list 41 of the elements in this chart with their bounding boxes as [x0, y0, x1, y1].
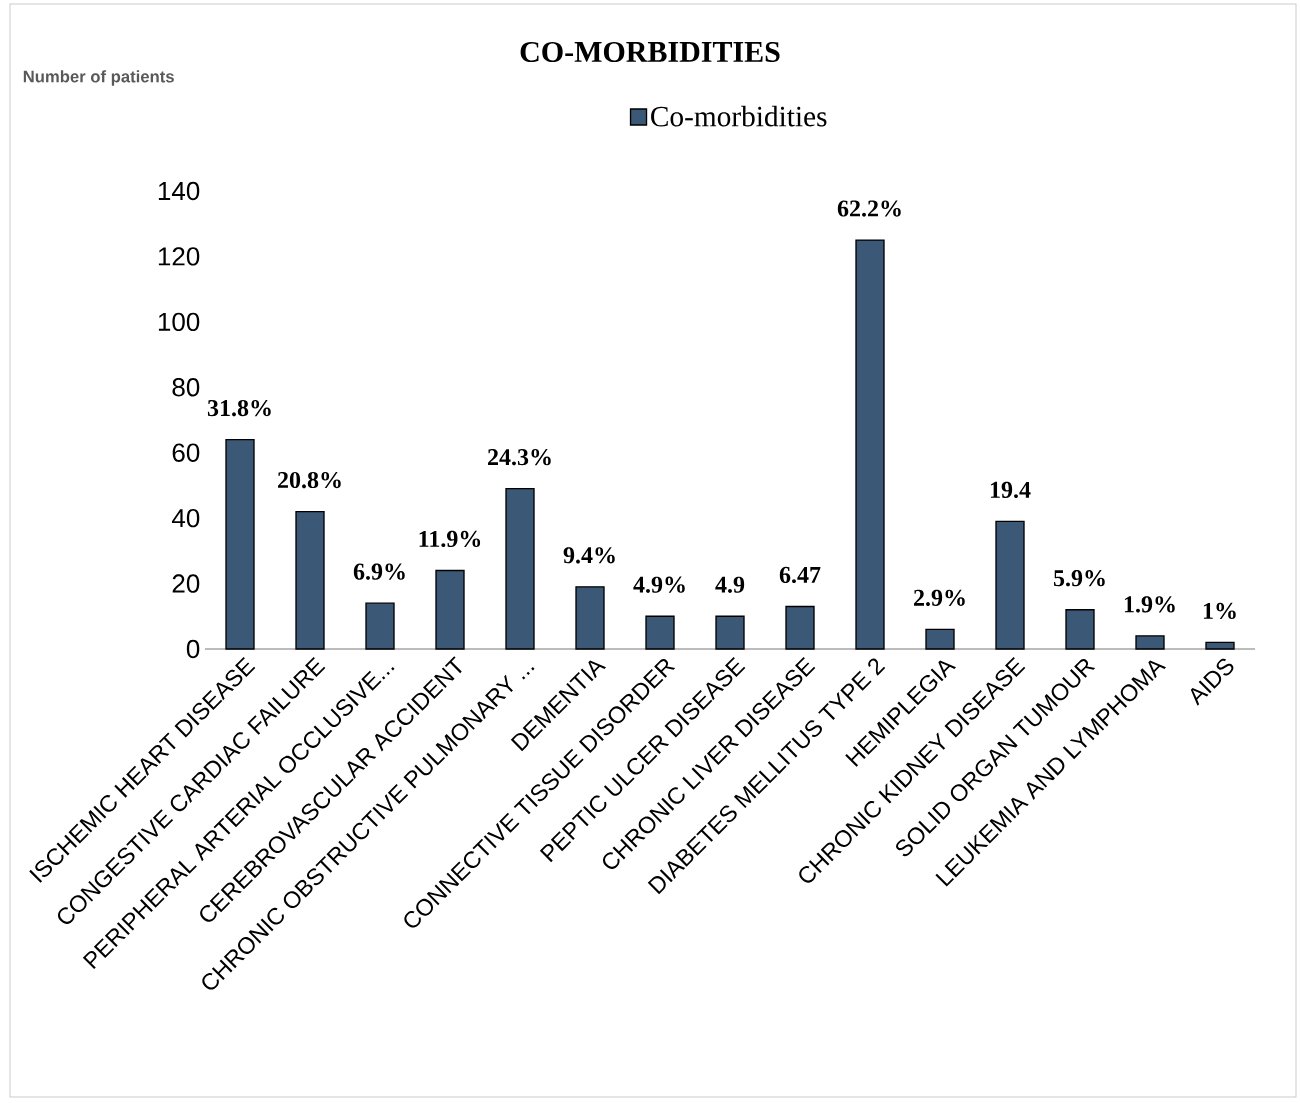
bar [645, 615, 675, 650]
bar [575, 586, 605, 650]
bar [785, 605, 815, 650]
annotation: 19.4 [990, 481, 1031, 499]
bar [225, 438, 255, 650]
y-tick-label: 40 [171, 508, 200, 528]
annotation: 5.9% [1053, 570, 1105, 587]
text: Number of patients [23, 70, 174, 86]
y-tick-label: 80 [172, 378, 200, 397]
annotation: 4.9 [715, 576, 745, 593]
annotation: 4.9% [633, 576, 685, 593]
bar [1205, 641, 1235, 650]
y-tick-label: 0 [186, 639, 200, 659]
y-tick-label: 100 [158, 312, 200, 332]
annotation: 1.9% [1124, 596, 1175, 613]
bar [855, 239, 885, 650]
annotation: 9.4% [563, 547, 615, 564]
annotation: 6.9% [353, 563, 405, 580]
annotation: 62.2% [837, 200, 901, 217]
bar [995, 520, 1025, 650]
annotation: 31.8% [207, 399, 271, 417]
y-tick-label: 140 [158, 181, 200, 201]
bar [295, 510, 325, 650]
bar [925, 628, 955, 650]
bar [365, 602, 395, 650]
annotation: 2.9% [914, 589, 965, 606]
annotation: 1% [1203, 602, 1236, 620]
bar [505, 488, 535, 650]
bar [435, 569, 465, 650]
bar [715, 615, 745, 650]
y-tick-label: 60 [172, 443, 200, 462]
annotation: 11.9% [419, 530, 481, 548]
y-tick-label: 20 [172, 574, 200, 593]
annotation: 6.47 [779, 566, 821, 584]
legend-label: Co-morbidities [651, 105, 827, 127]
annotation: 24.3% [488, 449, 551, 466]
annotation: 20.8% [278, 471, 341, 489]
y-tick-label: 120 [158, 247, 200, 266]
bar [1135, 635, 1165, 650]
chart-title: CO-MORBIDITIES [520, 41, 780, 63]
bar [1065, 609, 1095, 650]
